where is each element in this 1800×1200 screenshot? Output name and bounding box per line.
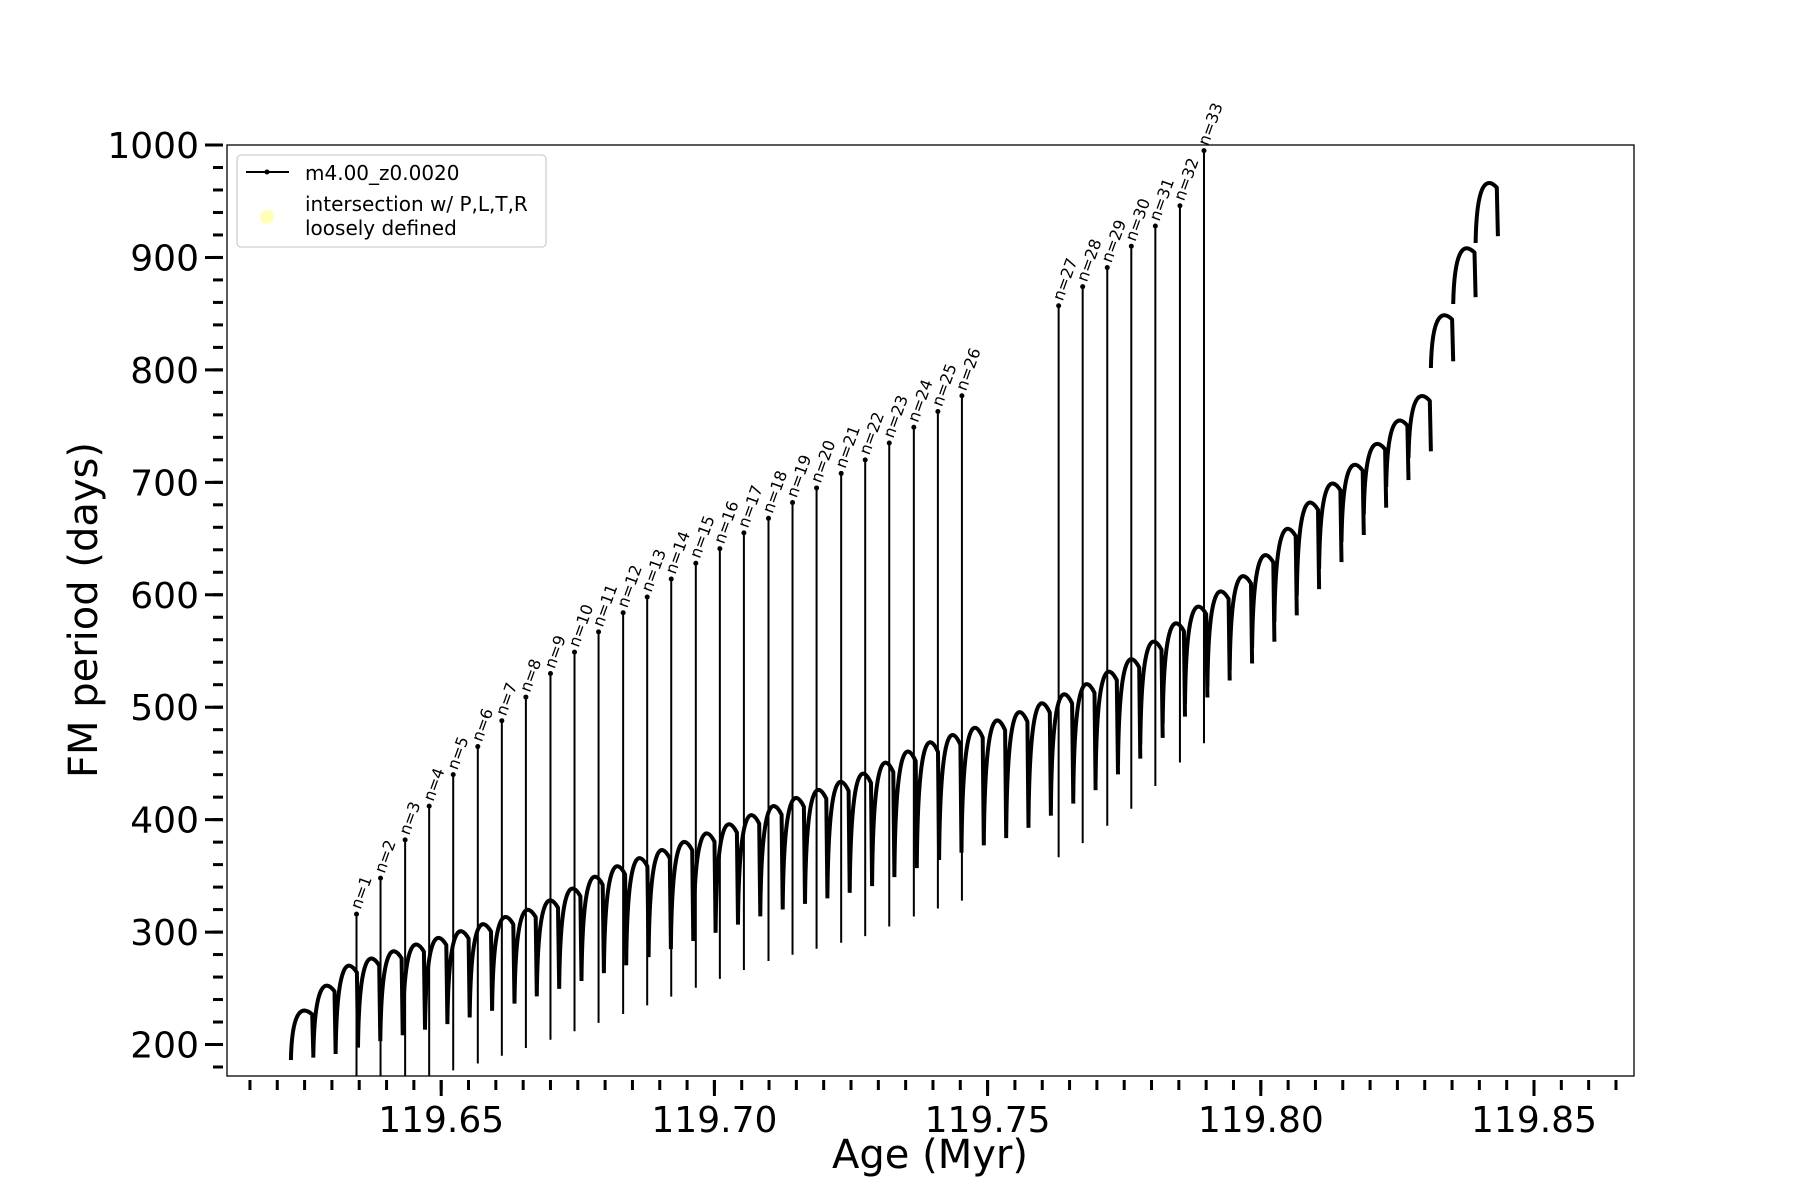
x-tick-label: 119.75 [925,1100,1051,1141]
x-tick-label: 119.70 [651,1100,777,1141]
series-point [911,424,917,430]
series-point [1201,148,1207,154]
x-axis-label: Age (Myr) [832,1132,1028,1178]
series-point [450,772,456,778]
series-point [1080,284,1086,290]
y-tick-label: 1000 [107,126,199,167]
series-point [935,408,941,414]
series-point [378,875,384,881]
series-point [668,576,674,582]
series-layer [288,148,1500,1076]
cycle-annotation: n=10 [564,602,597,650]
cycle-annotation: n=4 [419,765,448,803]
series-point [765,515,771,521]
series-point [620,610,626,616]
y-tick-label: 700 [130,463,199,504]
y-tick-label: 300 [130,913,199,954]
series-point [741,530,747,536]
cycle-annotation: n=3 [395,799,424,837]
cycle-annotation: n=30 [1121,196,1154,244]
series-point [644,594,650,600]
series-point [717,546,723,552]
series-point [499,718,505,724]
series-point [402,837,408,843]
series-point [1152,223,1158,229]
x-axis: 119.65 119.70 119.75 119.80 119.85 [248,1080,1618,1141]
series-point [959,393,965,399]
x-tick-label: 119.80 [1198,1100,1324,1141]
legend-box [236,154,547,248]
series-point [1177,203,1183,209]
series-line [288,181,1500,1061]
cycle-annotation: n=5 [443,734,472,772]
series-point [547,670,553,676]
plot-frame [226,144,1635,1077]
series-point [353,911,359,917]
legend: m4.00_z0.0020 intersection w/ P,L,T,R lo… [236,154,547,248]
series-point [523,694,529,700]
cycle-annotation: n=33 [1194,100,1227,148]
series-point [693,560,699,566]
y-tick-label: 400 [130,801,199,842]
series-point [475,744,481,750]
series-point [790,500,796,506]
y-axis: 200 300 400 500 600 700 800 900 1000 [107,126,223,1069]
legend-label-model: m4.00_z0.0020 [305,161,460,185]
legend-intersection-marker [260,210,274,224]
series-point [838,470,844,476]
y-tick-label: 800 [130,351,199,392]
x-tick-label: 119.65 [378,1100,504,1141]
cycle-annotation: n=32 [1170,155,1203,203]
series-point [886,440,892,446]
legend-label-intersection-line1: intersection w/ P,L,T,R [305,192,528,216]
series-point [426,803,432,809]
series-point [1128,243,1134,249]
y-tick-label: 600 [130,576,199,617]
series-point [862,457,868,463]
series-point [1056,303,1062,309]
cycle-annotation: n=2 [370,837,399,875]
x-tick-label: 119.85 [1471,1100,1597,1141]
series-point [596,629,602,635]
y-tick-label: 900 [130,238,199,279]
y-axis-label: FM period (days) [61,442,107,778]
y-tick-label: 500 [130,688,199,729]
series-point [1104,265,1110,271]
cycle-annotation: n=1 [346,873,375,911]
series-point [814,485,820,491]
legend-label-intersection-line2: loosely defined [305,216,457,240]
legend-dot-marker [264,169,270,175]
series-point [572,649,578,655]
cycle-annotation: n=31 [1145,176,1178,224]
y-tick-label: 200 [130,1026,199,1067]
